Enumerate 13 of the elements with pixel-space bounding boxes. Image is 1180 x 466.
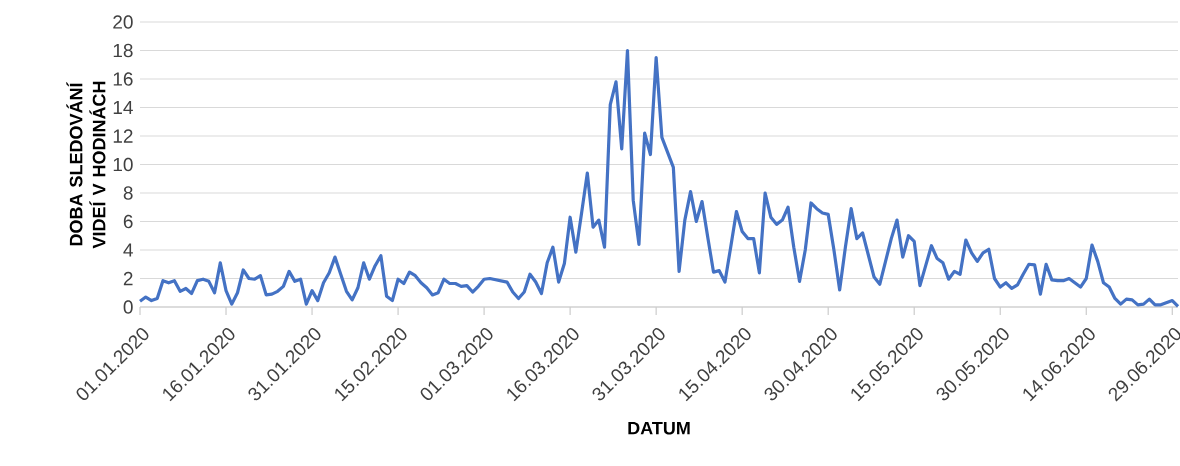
- y-tick-label: 10: [113, 157, 133, 172]
- y-tick-label: 6: [123, 214, 133, 229]
- y-tick-label: 4: [123, 243, 133, 257]
- y-tick-label: 0: [123, 300, 133, 314]
- y-tick-label: 8: [123, 186, 133, 200]
- y-tick-label: 2: [123, 271, 133, 286]
- y-tick-label: 16: [113, 72, 133, 86]
- x-axis-title: DATUM: [628, 421, 690, 435]
- y-tick-label: 14: [113, 100, 133, 115]
- y-tick-label: 18: [113, 43, 133, 58]
- y-axis-title: DOBA SLEDOVÁNÍ VIDEÍ V HODINÁCH: [66, 81, 106, 249]
- y-tick-label: 20: [113, 15, 133, 29]
- y-tick-label: 12: [113, 129, 133, 143]
